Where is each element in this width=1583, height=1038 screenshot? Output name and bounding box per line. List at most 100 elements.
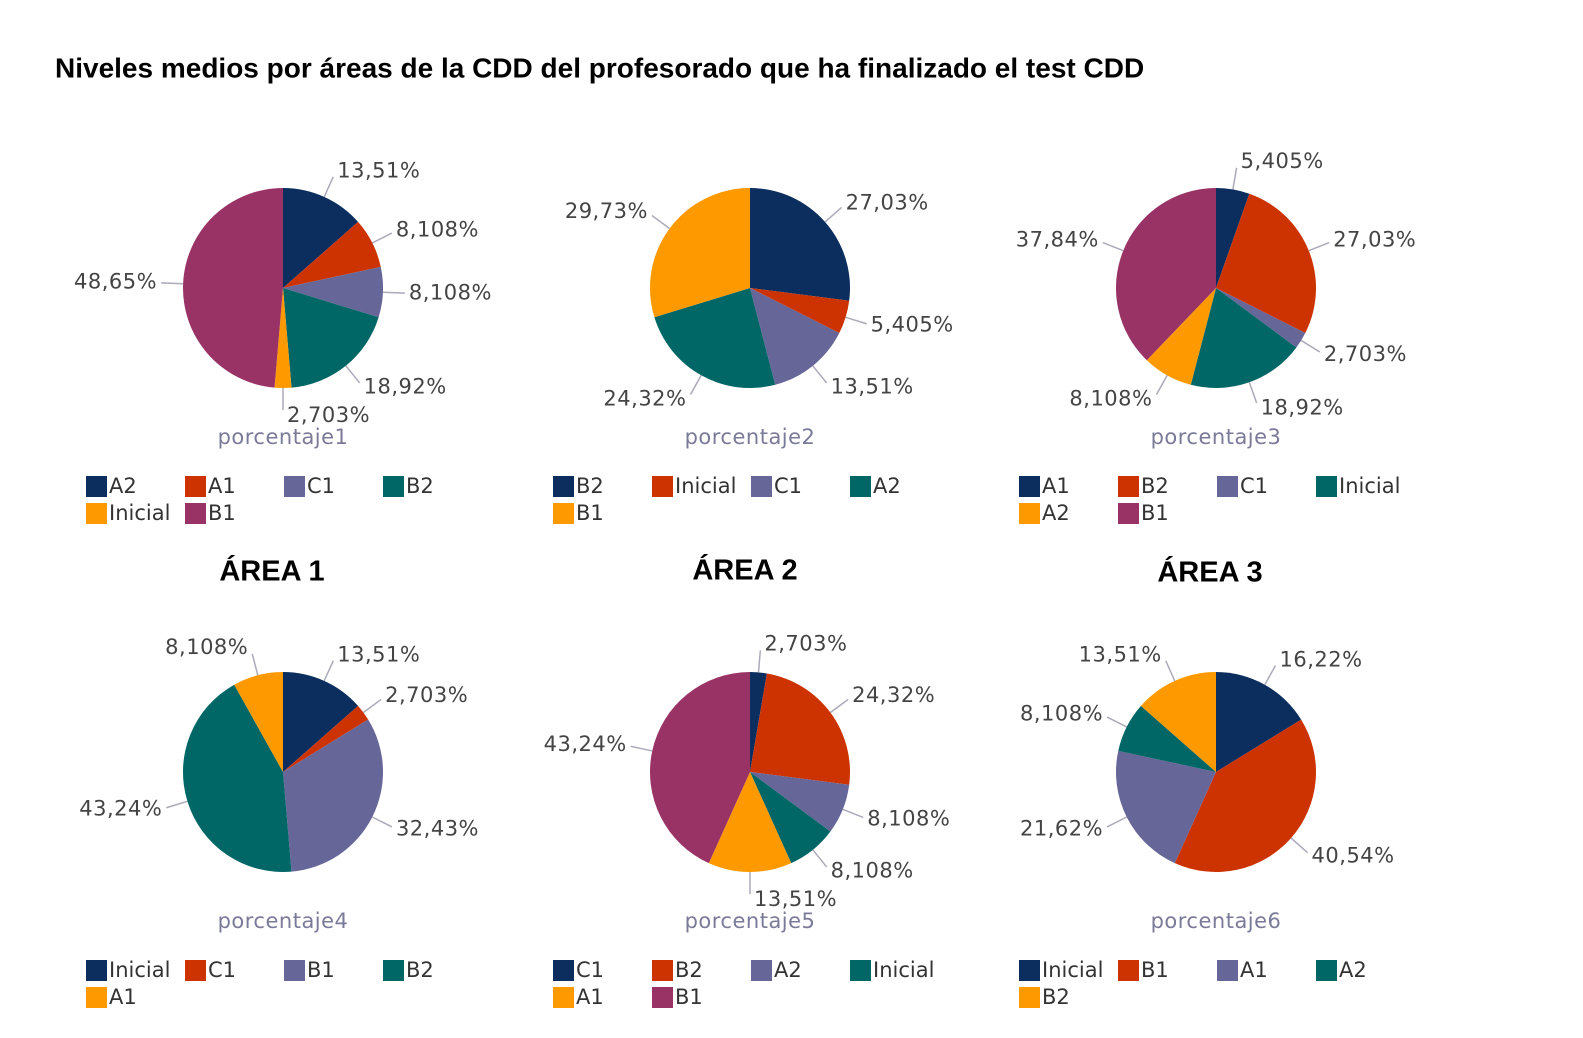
pie-slice	[283, 672, 359, 772]
legend-swatch	[1019, 987, 1040, 1008]
leader-line	[1232, 167, 1238, 190]
pie-slice	[750, 772, 850, 832]
leader-line	[757, 650, 762, 673]
data-label: 2,703%	[764, 631, 847, 655]
legend-label: B1	[1141, 501, 1169, 525]
pie-slice	[750, 288, 850, 334]
leader-line	[1102, 241, 1124, 252]
chart-title: porcentaje6	[1151, 909, 1282, 933]
leader-line	[345, 365, 361, 384]
legend-swatch	[1118, 503, 1139, 524]
data-label: 5,405%	[1241, 149, 1324, 173]
legend-label: B2	[576, 474, 604, 498]
pie-slice	[1140, 672, 1216, 772]
legend-label: A1	[208, 474, 236, 498]
pie-slice	[650, 188, 750, 318]
legend-swatch	[383, 960, 404, 981]
data-label: 32,43%	[396, 817, 479, 841]
legend-swatch	[850, 476, 871, 497]
leader-line	[1290, 837, 1309, 854]
legend-swatch	[284, 960, 305, 981]
legend-swatch	[850, 960, 871, 981]
pie-slice	[234, 672, 283, 772]
legend-label: C1	[576, 958, 604, 982]
pie-slice	[750, 188, 850, 301]
data-label: 27,03%	[1333, 227, 1416, 251]
leader-line	[371, 816, 393, 828]
leader-line	[842, 808, 864, 819]
legend-swatch	[185, 960, 206, 981]
legend-label: C1	[307, 474, 335, 498]
data-label: 40,54%	[1312, 844, 1395, 868]
pie-slice	[654, 288, 776, 388]
chart-title: porcentaje4	[218, 909, 349, 933]
legend-swatch	[1217, 476, 1238, 497]
legend-label: B2	[1141, 474, 1169, 498]
leader-line	[1264, 665, 1277, 686]
pie-slice	[1216, 288, 1306, 348]
leader-line	[362, 698, 382, 714]
legend-swatch	[652, 476, 673, 497]
pie-slice	[274, 288, 292, 388]
chart-title: porcentaje5	[685, 909, 816, 933]
area-label: ÁREA 2	[692, 553, 797, 587]
legend-swatch	[1316, 476, 1337, 497]
legend-label: B2	[675, 958, 703, 982]
pie-slice	[283, 266, 383, 318]
legend-label: A1	[109, 985, 137, 1009]
pie-slice	[283, 221, 381, 288]
leader-line	[630, 745, 653, 752]
data-label: 2,703%	[1324, 342, 1407, 366]
data-label: 13,51%	[831, 375, 914, 399]
data-label: 43,24%	[79, 796, 162, 820]
legend-swatch	[553, 503, 574, 524]
legend-label: B1	[1141, 958, 1169, 982]
legend-label: Inicial	[1042, 958, 1103, 982]
legend-label: A1	[576, 985, 604, 1009]
legend-label: C1	[1240, 474, 1268, 498]
pie-slice	[750, 772, 831, 864]
legend-swatch	[751, 476, 772, 497]
data-label: 43,24%	[544, 732, 627, 756]
legend-swatch	[185, 476, 206, 497]
legend-label: A1	[1240, 958, 1268, 982]
data-label: 8,108%	[1020, 701, 1103, 725]
legend-label: B1	[576, 501, 604, 525]
leader-line	[1155, 374, 1168, 395]
chart-title: porcentaje2	[685, 425, 816, 449]
leader-line	[382, 291, 405, 294]
legend-label: B1	[208, 501, 236, 525]
pie-slice	[650, 672, 750, 864]
data-label: 8,108%	[396, 217, 479, 241]
legend-swatch	[652, 960, 673, 981]
pie-slice	[1216, 193, 1316, 334]
data-label: 13,51%	[337, 642, 420, 666]
leader-line	[845, 316, 867, 325]
legend-swatch	[1118, 960, 1139, 981]
legend-label: Inicial	[675, 474, 736, 498]
data-label: 37,84%	[1016, 227, 1099, 251]
legend-label: B1	[307, 958, 335, 982]
leader-line	[1308, 241, 1330, 252]
pie-slice	[750, 673, 850, 785]
legend-label: Inicial	[1339, 474, 1400, 498]
legend-swatch	[652, 987, 673, 1008]
data-label: 29,73%	[565, 199, 648, 223]
pie-slice	[283, 705, 369, 772]
legend-label: A2	[873, 474, 901, 498]
area-label: ÁREA 1	[219, 554, 324, 588]
legend-swatch	[553, 960, 574, 981]
pie-slice	[283, 288, 379, 388]
chart-title: porcentaje1	[218, 425, 349, 449]
legend-swatch	[1316, 960, 1337, 981]
pie-slice	[183, 188, 283, 388]
leader-line	[371, 232, 393, 244]
data-label: 13,51%	[754, 887, 837, 911]
legend-label: B2	[1042, 985, 1070, 1009]
legend-label: Inicial	[873, 958, 934, 982]
data-label: 18,92%	[1261, 396, 1344, 420]
legend-swatch	[185, 503, 206, 524]
legend-swatch	[1118, 476, 1139, 497]
legend-label: A2	[109, 474, 137, 498]
